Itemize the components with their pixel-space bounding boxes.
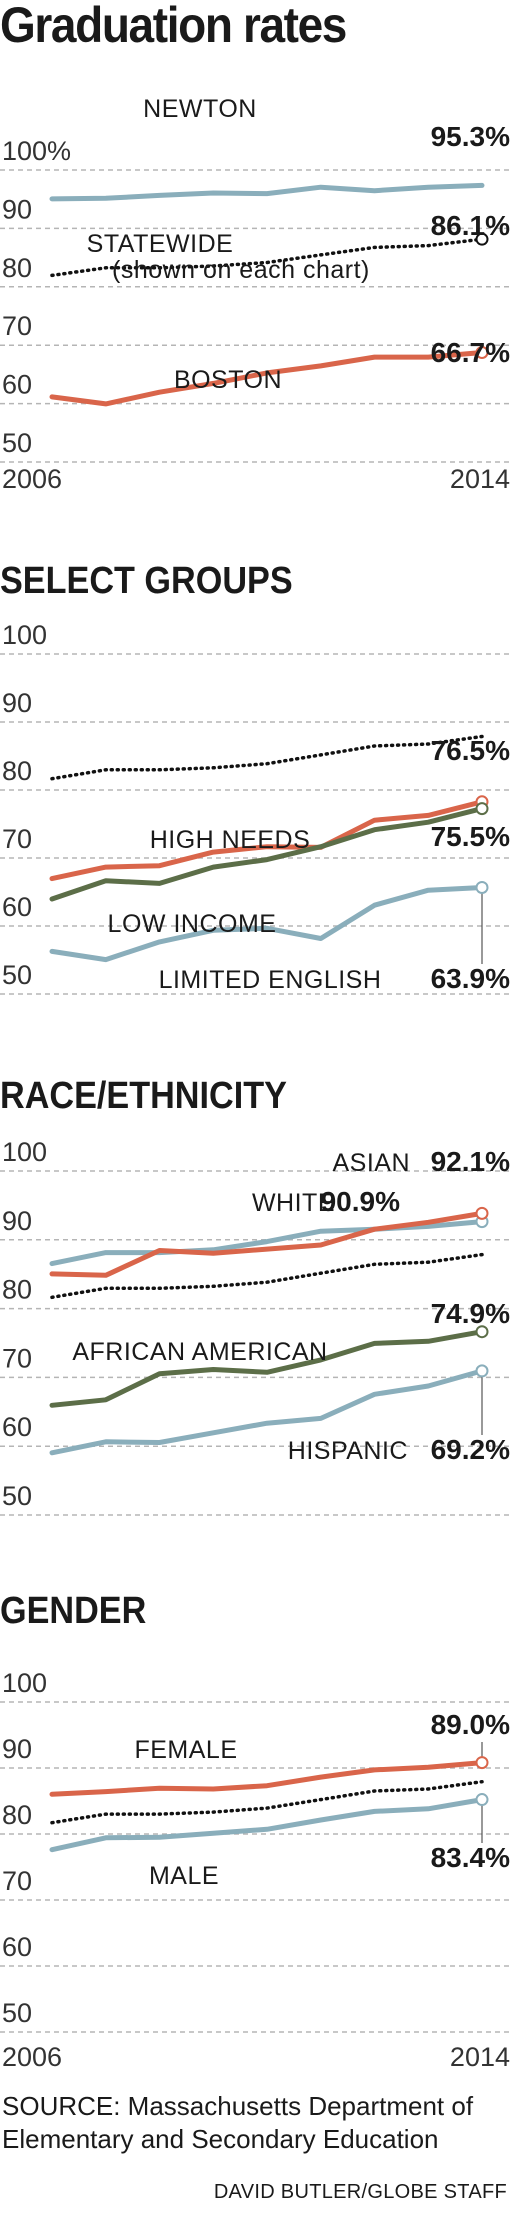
- y-tick-label: 100: [2, 620, 47, 650]
- section-title-gender: GENDER: [0, 1590, 147, 1632]
- end-value-female: 89.0%: [431, 1709, 510, 1740]
- chart-overall: 50 60 70 80 90 100% NEWTON 95.3% STATEWIDE(shown…: [0, 95, 513, 494]
- series-label-female: FEMALE: [134, 1736, 237, 1764]
- series-line-statewide: [50, 734, 484, 781]
- series-line-limited-english: [49, 885, 485, 963]
- series-line-newton: [49, 182, 485, 202]
- series-line-female: [49, 1760, 485, 1797]
- x-tick-label: 2006: [2, 2042, 62, 2072]
- series-line-boston: [49, 350, 485, 407]
- series-line-low-income: [49, 806, 485, 902]
- series-line-statewide: [50, 237, 484, 278]
- series-label-boston: BOSTON: [174, 366, 282, 394]
- y-tick-label: 50: [2, 960, 32, 990]
- section-title-race-ethnicity: RACE/ETHNICITY: [0, 1075, 287, 1117]
- end-marker-low-income: [475, 802, 489, 816]
- end-marker-asian: [475, 1206, 489, 1220]
- end-marker-male: [475, 1793, 489, 1807]
- series-line-white: [49, 1219, 485, 1267]
- chart-select-groups: 50 60 70 80 90 100 HIGH NEEDS 76.5% LOW INCOME 75…: [0, 620, 513, 995]
- y-tick-label: 50: [2, 1998, 32, 2028]
- y-tick-label: 70: [2, 311, 32, 341]
- series-label-statewide: STATEWIDE: [87, 230, 234, 258]
- end-value-asian: 92.1%: [431, 1146, 510, 1177]
- x-tick-label: 2014: [450, 2042, 510, 2072]
- series-line-statewide: [50, 1779, 484, 1825]
- y-tick-label: 80: [2, 253, 32, 283]
- y-tick-label: 100: [2, 1137, 47, 1167]
- series-label-asian: ASIAN: [332, 1149, 410, 1177]
- y-tick-label: 70: [2, 1343, 32, 1373]
- x-tick-label: 2014: [450, 464, 510, 494]
- y-tick-label: 60: [2, 1412, 32, 1442]
- y-tick-label: 80: [2, 756, 32, 786]
- y-tick-label: 60: [2, 1932, 32, 1962]
- end-value-white: 90.9%: [321, 1186, 400, 1217]
- x-tick-label: 2006: [2, 464, 62, 494]
- series-label-male: MALE: [149, 1862, 219, 1890]
- y-tick-label: 80: [2, 1275, 32, 1305]
- y-tick-label: 90: [2, 194, 32, 224]
- series-label-white: WHITE: [252, 1189, 335, 1217]
- credit-line: DAVID BUTLER/GLOBE STAFF: [213, 2181, 507, 2203]
- section-title-select-groups: SELECT GROUPS: [0, 560, 293, 602]
- end-value-boston: 66.7%: [431, 337, 510, 368]
- series-label-hispanic: HISPANIC: [288, 1437, 408, 1465]
- y-tick-label: 60: [2, 370, 32, 400]
- y-tick-label: 70: [2, 824, 32, 854]
- series-line-statewide: [50, 1252, 484, 1300]
- end-value-statewide: 86.1%: [431, 210, 510, 241]
- end-value-hispanic: 69.2%: [431, 1434, 510, 1465]
- y-tick-label: 50: [2, 1481, 32, 1511]
- y-tick-label: 80: [2, 1800, 32, 1830]
- series-line-hispanic: [49, 1368, 485, 1456]
- end-marker-female: [475, 1756, 489, 1770]
- end-marker-limited-english: [475, 880, 489, 894]
- end-marker-african-american: [475, 1325, 489, 1339]
- y-tick-label: 90: [2, 688, 32, 718]
- series-line-male: [49, 1797, 485, 1853]
- page-title: Graduation rates: [0, 0, 347, 53]
- series-label-african-american: AFRICAN AMERICAN: [72, 1338, 327, 1366]
- series-line-african-american: [49, 1329, 485, 1408]
- y-tick-label: 90: [2, 1734, 32, 1764]
- end-value-high-needs: 76.5%: [431, 735, 510, 766]
- series-label-newton: NEWTON: [143, 95, 257, 123]
- end-marker-hispanic: [475, 1364, 489, 1378]
- y-tick-label: 100%: [2, 136, 71, 166]
- end-value-limited-english: 63.9%: [431, 963, 510, 994]
- series-note: (shown on each chart): [112, 256, 370, 284]
- y-tick-label: 90: [2, 1206, 32, 1236]
- end-value-african-american: 74.9%: [431, 1298, 510, 1329]
- series-label-low-income: LOW INCOME: [108, 910, 277, 938]
- y-tick-label: 50: [2, 428, 32, 458]
- series-line-high-needs: [49, 799, 485, 882]
- y-tick-label: 70: [2, 1866, 32, 1896]
- chart-gender: 50 60 70 80 90 100 FEMALE 89.0% MALE 83.4% 2006 201…: [0, 1668, 513, 2072]
- y-tick-label: 60: [2, 892, 32, 922]
- end-value-low-income: 75.5%: [431, 821, 510, 852]
- source-note: SOURCE: Massachusetts Department of Elem…: [2, 2091, 474, 2154]
- end-marker-statewide: [475, 232, 489, 246]
- end-marker-boston: [475, 345, 489, 359]
- end-value-male: 83.4%: [431, 1842, 510, 1873]
- series-label-limited-english: LIMITED ENGLISH: [159, 966, 382, 994]
- series-label-high-needs: HIGH NEEDS: [150, 826, 311, 854]
- series-line-asian: [49, 1210, 485, 1278]
- end-value-newton: 95.3%: [431, 121, 510, 152]
- y-tick-label: 100: [2, 1668, 47, 1698]
